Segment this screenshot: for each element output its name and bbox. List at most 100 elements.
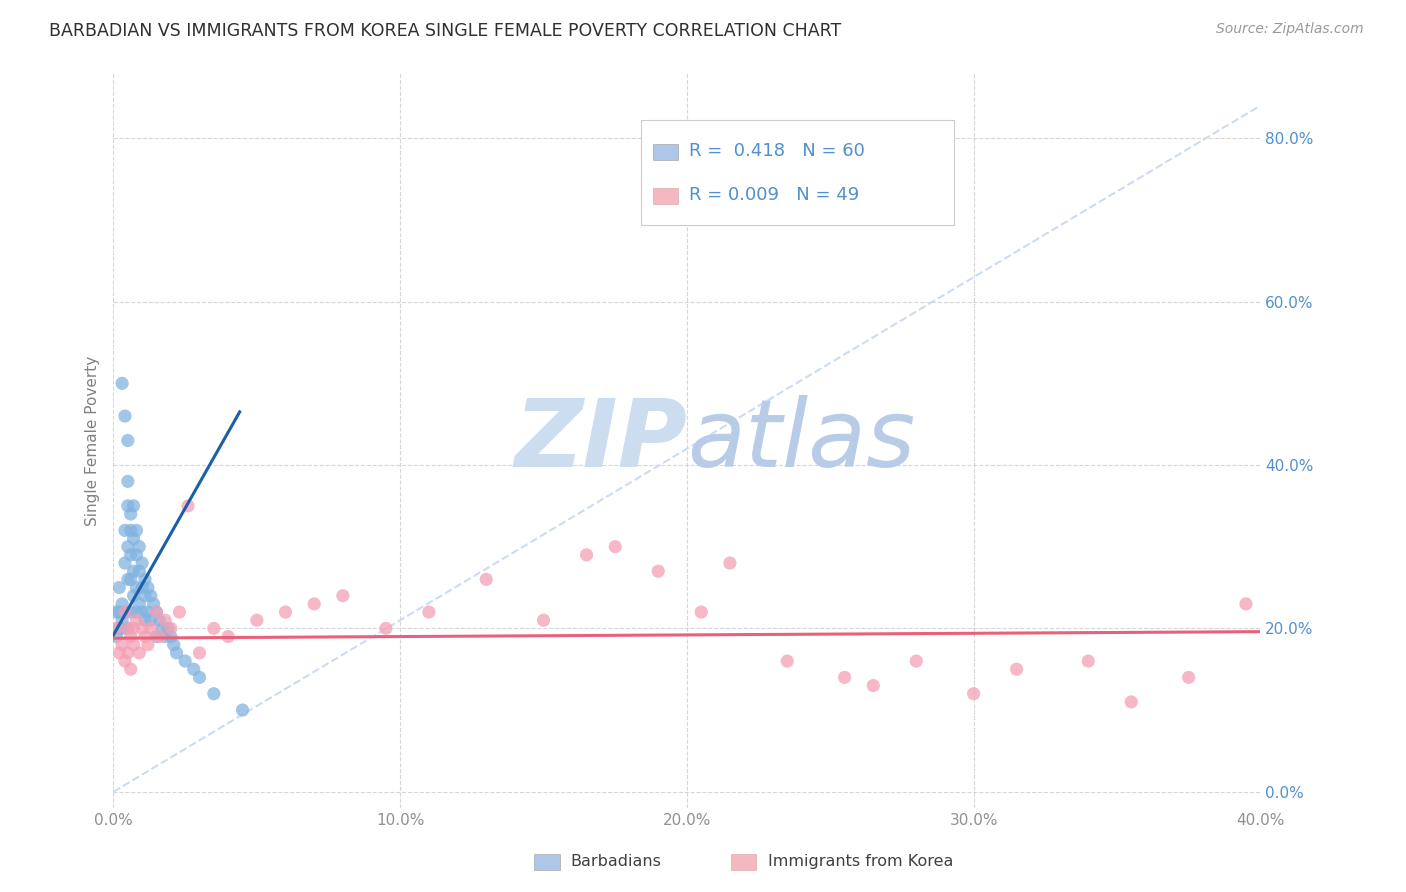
Point — [862, 679, 884, 693]
Point — [128, 646, 150, 660]
Point — [1234, 597, 1257, 611]
Point — [145, 605, 167, 619]
Point — [148, 630, 170, 644]
Point — [108, 581, 131, 595]
Point — [1005, 662, 1028, 676]
Point — [131, 556, 153, 570]
Text: ZIP: ZIP — [515, 394, 688, 486]
Point — [120, 605, 142, 619]
Point — [153, 613, 176, 627]
Point — [166, 646, 188, 660]
Point — [647, 564, 669, 578]
Point — [128, 564, 150, 578]
Point — [1177, 670, 1199, 684]
Point — [114, 556, 136, 570]
Point — [111, 597, 134, 611]
Point — [108, 646, 131, 660]
Text: R = 0.009   N = 49: R = 0.009 N = 49 — [689, 186, 859, 203]
Point — [134, 630, 156, 644]
Point — [111, 376, 134, 391]
Point — [117, 621, 139, 635]
Point — [1077, 654, 1099, 668]
Point — [374, 621, 396, 635]
Point — [302, 597, 325, 611]
Point — [120, 573, 142, 587]
Point — [105, 605, 128, 619]
Point — [122, 589, 145, 603]
Point — [160, 630, 183, 644]
Point — [120, 662, 142, 676]
Point — [117, 621, 139, 635]
Point — [125, 524, 148, 538]
Point — [120, 630, 142, 644]
Point — [177, 499, 200, 513]
Point — [139, 621, 162, 635]
Point — [202, 621, 225, 635]
Point — [145, 605, 167, 619]
Point — [136, 638, 159, 652]
Point — [120, 524, 142, 538]
Point — [148, 613, 170, 627]
Point — [111, 638, 134, 652]
Point — [125, 548, 148, 562]
Point — [128, 540, 150, 554]
Point — [108, 605, 131, 619]
Text: BARBADIAN VS IMMIGRANTS FROM KOREA SINGLE FEMALE POVERTY CORRELATION CHART: BARBADIAN VS IMMIGRANTS FROM KOREA SINGL… — [49, 22, 841, 40]
Point — [120, 548, 142, 562]
Point — [274, 605, 297, 619]
Point — [125, 581, 148, 595]
Point — [136, 581, 159, 595]
Point — [125, 613, 148, 627]
Point — [169, 605, 191, 619]
Point — [134, 573, 156, 587]
Point — [111, 613, 134, 627]
Point — [834, 670, 856, 684]
Point — [231, 703, 253, 717]
Point — [117, 573, 139, 587]
Point — [105, 630, 128, 644]
Point — [128, 597, 150, 611]
Point — [114, 524, 136, 538]
Text: Barbadians: Barbadians — [571, 855, 662, 869]
Point — [134, 613, 156, 627]
Point — [111, 621, 134, 635]
Point — [117, 475, 139, 489]
Point — [122, 621, 145, 635]
Point — [332, 589, 354, 603]
Point — [105, 621, 128, 635]
Text: R =  0.418   N = 60: R = 0.418 N = 60 — [689, 142, 865, 160]
Point — [475, 573, 498, 587]
Point — [117, 540, 139, 554]
Text: atlas: atlas — [688, 395, 915, 486]
Point — [142, 597, 165, 611]
Point — [145, 630, 167, 644]
Point — [122, 638, 145, 652]
Point — [174, 654, 197, 668]
Point — [962, 687, 984, 701]
Point — [117, 646, 139, 660]
Point — [117, 499, 139, 513]
Point — [776, 654, 799, 668]
Point — [690, 605, 713, 619]
Point — [150, 621, 173, 635]
Point — [117, 434, 139, 448]
Y-axis label: Single Female Poverty: Single Female Poverty — [86, 355, 100, 525]
Point — [160, 621, 183, 635]
Point — [125, 605, 148, 619]
Point — [122, 564, 145, 578]
Point — [156, 621, 179, 635]
Text: Source: ZipAtlas.com: Source: ZipAtlas.com — [1216, 22, 1364, 37]
Point — [136, 605, 159, 619]
Point — [139, 613, 162, 627]
Point — [718, 556, 741, 570]
Point — [114, 409, 136, 423]
Point — [131, 621, 153, 635]
Point — [163, 638, 186, 652]
Point — [108, 621, 131, 635]
Point — [202, 687, 225, 701]
Point — [134, 589, 156, 603]
Point — [1121, 695, 1143, 709]
Point — [188, 646, 211, 660]
Point — [246, 613, 269, 627]
Point — [188, 670, 211, 684]
